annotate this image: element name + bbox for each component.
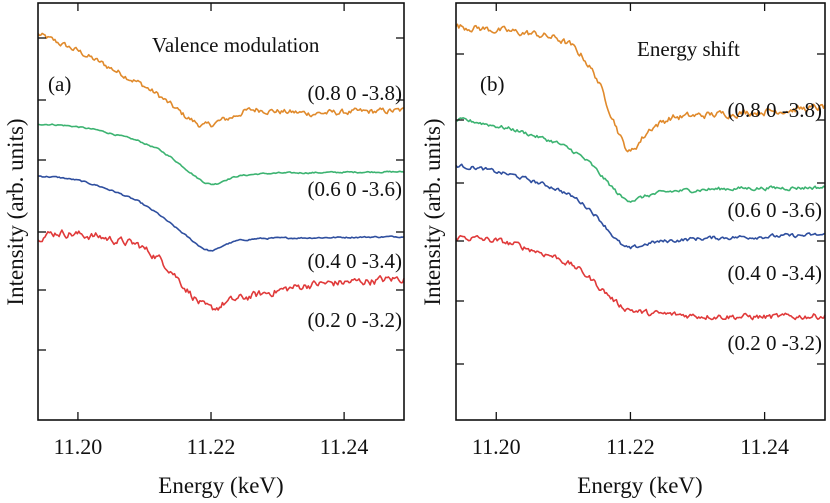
x-tick-label-b-1: 11.22 [606,434,655,459]
ticks-layer-b: 11.20 11.22 11.24 [456,3,825,459]
x-axis-label-a: Energy (keV) [158,473,283,498]
x-tick-label-a-1: 11.22 [187,434,236,459]
series-label-a-1: (0.6 0 -3.6) [308,177,402,201]
series-line-b-0 [455,23,826,153]
panel-a: Intensity (arb. units) 11.20 11.22 11.24 V… [3,2,405,498]
y-axis-label-a: Intensity (arb. units) [3,118,28,305]
series-line-a-1 [37,123,405,186]
x-tick-label-a-0: 11.20 [54,434,103,459]
series-line-b-3 [455,234,826,321]
x-axis-label-b: Energy (keV) [577,473,702,498]
series-label-b-0: (0.8 0 -3.8) [728,98,822,122]
series-line-a-3 [37,229,405,311]
ticks-layer-a: 11.20 11.22 11.24 [38,3,404,459]
x-tick-label-b-0: 11.20 [472,434,521,459]
series-label-b-2: (0.4 0 -3.4) [728,261,822,285]
panel-label-a: (a) [48,72,71,96]
panel-label-b: (b) [480,72,505,96]
series-line-a-2 [37,175,405,252]
plot-frame-b [455,2,826,421]
series-line-a-0 [37,32,405,128]
series-label-a-0: (0.8 0 -3.8) [308,81,402,105]
x-tick-label-a-2: 11.24 [320,434,369,459]
panel-b: Intensity (arb. units) 11.20 11.22 11.24 E… [420,2,826,498]
series-label-b-3: (0.2 0 -3.2) [728,331,822,355]
plot-frame-a [37,2,405,421]
series-label-a-3: (0.2 0 -3.2) [308,308,402,332]
y-axis-label-b: Intensity (arb. units) [420,118,445,305]
series-label-a-2: (0.4 0 -3.4) [308,249,402,273]
x-tick-label-b-2: 11.24 [740,434,789,459]
series-layer-b [455,23,826,321]
series-label-b-1: (0.6 0 -3.6) [728,198,822,222]
series-line-b-1 [455,117,826,203]
series-layer-a [37,32,405,311]
series-line-b-2 [455,163,826,250]
chart-title-a: Valence modulation [152,33,320,57]
chart-title-b: Energy shift [637,37,740,61]
